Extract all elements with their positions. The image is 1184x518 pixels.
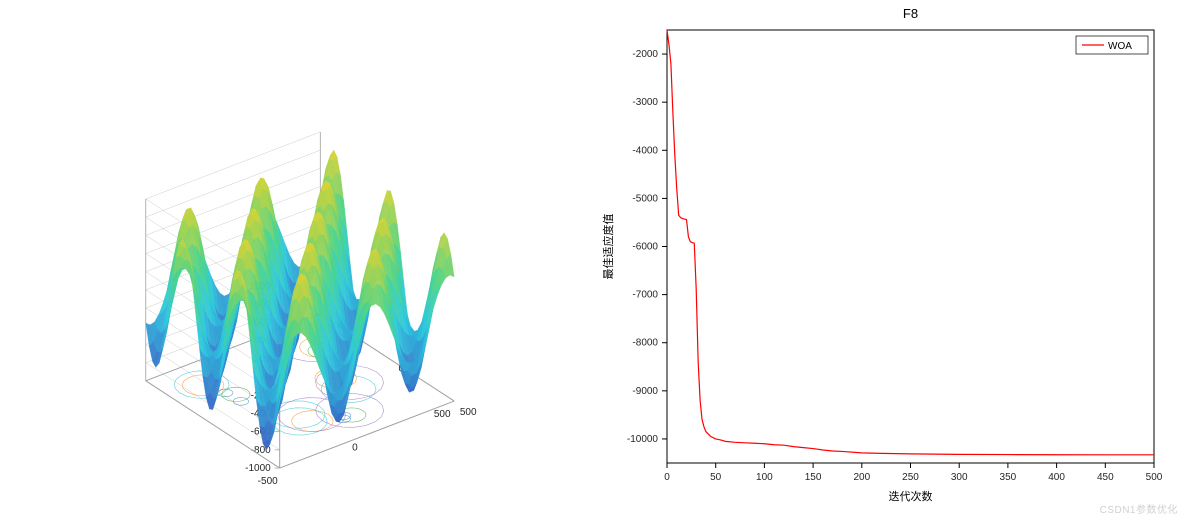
svg-text:-6000: -6000 <box>632 242 658 253</box>
svg-text:250: 250 <box>902 472 919 483</box>
svg-text:-4000: -4000 <box>632 145 658 156</box>
svg-text:-3000: -3000 <box>632 97 658 108</box>
svg-text:-9000: -9000 <box>632 386 658 397</box>
convergence-plot: 0 50 100 150 200 250 300 350 400 450 500 -10000 -900… <box>592 0 1184 518</box>
svg-text:200: 200 <box>853 472 870 483</box>
svg-text:-5000: -5000 <box>632 193 658 204</box>
svg-text:-500: -500 <box>258 476 278 487</box>
svg-text:50: 50 <box>710 472 722 483</box>
svg-text:-7000: -7000 <box>632 290 658 301</box>
svg-text:F8: F8 <box>903 6 918 21</box>
svg-text:100: 100 <box>756 472 773 483</box>
svg-text:400: 400 <box>1048 472 1065 483</box>
svg-text:-8000: -8000 <box>632 338 658 349</box>
svg-text:0: 0 <box>352 443 358 454</box>
svg-text:500: 500 <box>1146 472 1163 483</box>
convergence-plot-panel: 0 50 100 150 200 250 300 350 400 450 500 -10000 -900… <box>592 0 1184 518</box>
watermark-text: CSDN1参数优化 <box>1100 501 1178 516</box>
svg-text:450: 450 <box>1097 472 1114 483</box>
surface-plot-panel: -1000-800-600-400-20002004006008001000-5… <box>0 0 592 518</box>
svg-text:迭代次数: 迭代次数 <box>889 489 933 503</box>
svg-text:-2000: -2000 <box>632 49 658 60</box>
svg-text:300: 300 <box>951 472 968 483</box>
svg-text:最佳适应度值: 最佳适应度值 <box>601 214 615 280</box>
svg-text:150: 150 <box>805 472 822 483</box>
svg-text:-1000: -1000 <box>245 463 271 474</box>
svg-text:WOA: WOA <box>1108 41 1132 52</box>
svg-text:500: 500 <box>460 407 477 418</box>
svg-text:350: 350 <box>1000 472 1017 483</box>
svg-text:500: 500 <box>434 409 451 420</box>
surface-plot: -1000-800-600-400-20002004006008001000-5… <box>0 0 592 518</box>
svg-text:0: 0 <box>664 472 670 483</box>
svg-text:-10000: -10000 <box>627 434 659 445</box>
